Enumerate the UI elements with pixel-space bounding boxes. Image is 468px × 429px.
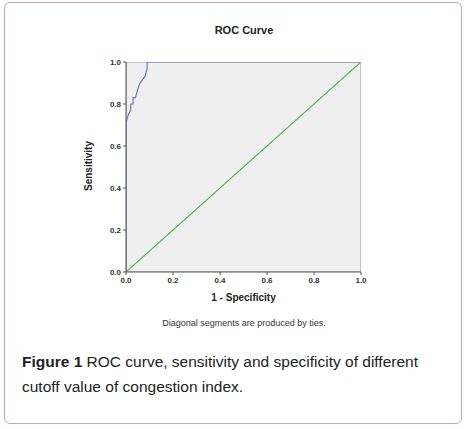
html-text:ROC Curve: ROC Curve: [214, 24, 274, 36]
html-text:1 - Specificity: 1 - Specificity: [211, 292, 276, 303]
svg-text:0.0: 0.0: [110, 268, 122, 277]
svg-text:1.0: 1.0: [355, 276, 367, 285]
svg-text:0.6: 0.6: [261, 276, 273, 285]
html-text:Sensitivity: Sensitivity: [82, 141, 94, 191]
svg-text:0.4: 0.4: [214, 276, 226, 285]
svg-text:0.0: 0.0: [120, 276, 132, 285]
svg-text:0.2: 0.2: [110, 226, 122, 235]
html-text:Figure 1 ROC curve, sensitivit: Figure 1 ROC curve, sensitivity and spec…: [22, 353, 418, 395]
svg-text:1.0: 1.0: [110, 58, 122, 67]
svg-text:0.6: 0.6: [110, 142, 122, 151]
svg-text:0.8: 0.8: [110, 100, 122, 109]
svg-text:0.2: 0.2: [167, 276, 179, 285]
html-text:Diagonal segments are produced: Diagonal segments are produced by ties.: [162, 318, 326, 328]
svg-text:0.8: 0.8: [308, 276, 320, 285]
svg-text:0.4: 0.4: [110, 184, 122, 193]
